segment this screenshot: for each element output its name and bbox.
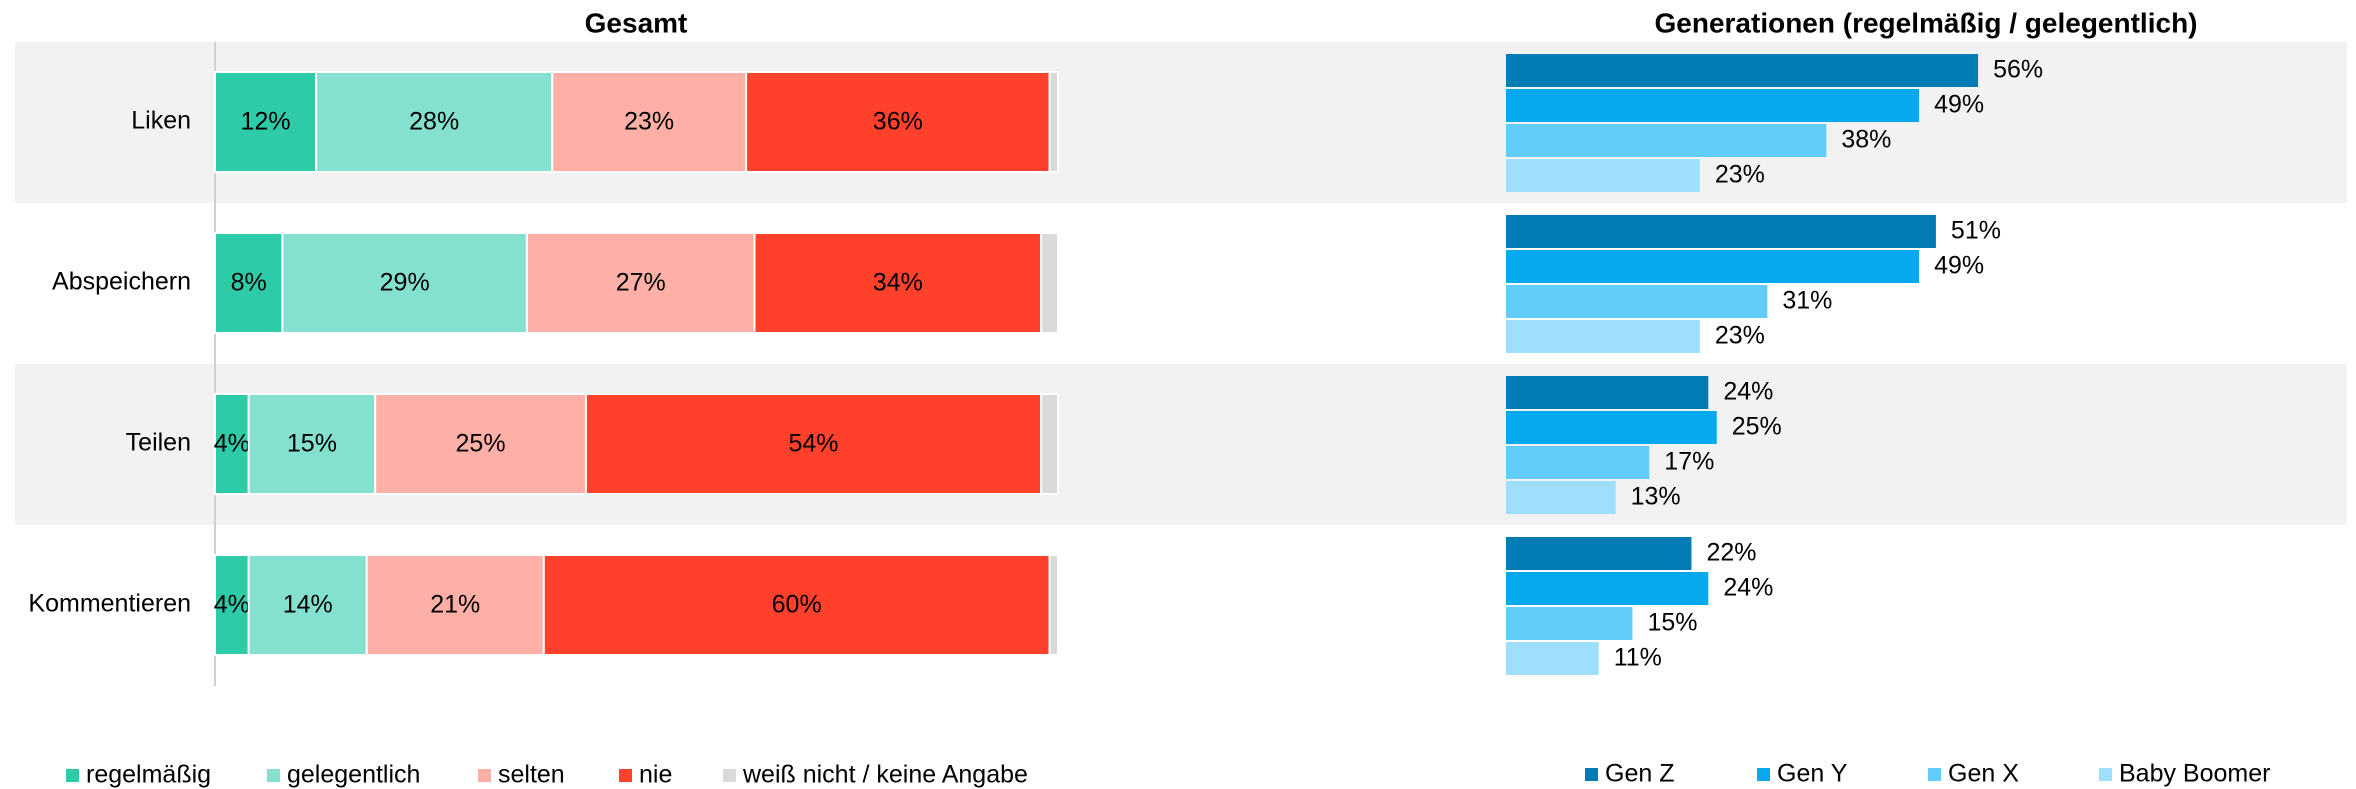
bar xyxy=(1506,250,1920,283)
bar-segment xyxy=(281,232,528,334)
bar xyxy=(1506,215,1936,248)
bar-segment xyxy=(247,554,368,656)
bar-segment xyxy=(374,393,587,495)
data-label: 36% xyxy=(873,108,923,136)
legend-swatch xyxy=(478,769,491,782)
bar xyxy=(1506,607,1633,640)
bar-segment xyxy=(214,554,250,656)
bar xyxy=(1506,320,1700,353)
legend-label: weiß nicht / keine Angabe xyxy=(742,761,1028,789)
data-label: 54% xyxy=(789,430,839,458)
category-label: Liken xyxy=(131,107,191,135)
legend-label: gelegentlich xyxy=(287,761,420,789)
data-label: 17% xyxy=(1664,448,1714,476)
data-label: 13% xyxy=(1631,483,1681,511)
bar-segment xyxy=(584,393,1043,495)
data-label: 4% xyxy=(214,591,250,619)
data-label: 23% xyxy=(1715,322,1765,350)
legend-swatch xyxy=(1757,768,1770,781)
bar xyxy=(1506,54,1979,87)
bar-segment xyxy=(1040,232,1060,334)
bar-segment xyxy=(214,71,318,173)
legend-swatch xyxy=(1928,768,1941,781)
category-label: Kommentieren xyxy=(28,590,191,618)
data-label: 14% xyxy=(283,591,333,619)
bar xyxy=(1506,537,1692,570)
data-label: 38% xyxy=(1841,126,1891,154)
legend-swatch xyxy=(2099,768,2112,781)
bar-segment xyxy=(214,232,284,334)
bar xyxy=(1506,481,1616,514)
data-label: 23% xyxy=(624,108,674,136)
legend-label: selten xyxy=(498,761,565,789)
category-label: Abspeichern xyxy=(52,268,191,296)
bar xyxy=(1506,124,1827,157)
legend-swatch xyxy=(1585,768,1598,781)
data-label: 27% xyxy=(616,269,666,297)
data-label: 23% xyxy=(1715,161,1765,189)
data-label: 24% xyxy=(1723,378,1773,406)
legend-swatch xyxy=(267,769,280,782)
legend-swatch xyxy=(723,769,736,782)
data-label: 60% xyxy=(772,591,822,619)
legend-swatch xyxy=(619,769,632,782)
bar xyxy=(1506,376,1709,409)
data-label: 49% xyxy=(1934,91,1984,119)
data-label: 22% xyxy=(1706,539,1756,567)
bar-segment xyxy=(214,393,250,495)
chart-title: Gesamt xyxy=(585,7,688,38)
legend-label: Baby Boomer xyxy=(2119,760,2270,788)
data-label: 31% xyxy=(1782,287,1832,315)
data-label: 28% xyxy=(409,108,459,136)
bar-segment xyxy=(1048,71,1059,173)
data-label: 21% xyxy=(430,591,480,619)
data-label: 49% xyxy=(1934,252,1984,280)
legend-swatch xyxy=(66,769,79,782)
data-label: 8% xyxy=(231,269,267,297)
data-label: 11% xyxy=(1614,644,1662,672)
legend-label: Gen Z xyxy=(1605,760,1674,788)
data-label: 15% xyxy=(1647,609,1697,637)
bar xyxy=(1506,446,1650,479)
data-label: 12% xyxy=(241,108,291,136)
bar-segment xyxy=(542,554,1051,656)
bar xyxy=(1506,89,1920,122)
legend-label: Gen X xyxy=(1948,760,2019,788)
bar xyxy=(1506,159,1700,192)
legend-label: nie xyxy=(639,761,672,789)
data-label: 56% xyxy=(1993,56,2043,84)
legend-label: Gen Y xyxy=(1777,760,1848,788)
data-label: 29% xyxy=(380,269,430,297)
data-label: 25% xyxy=(1732,413,1782,441)
bar-segment xyxy=(1048,554,1059,656)
data-label: 4% xyxy=(214,430,250,458)
data-label: 34% xyxy=(873,269,923,297)
legend-label: regelmäßig xyxy=(86,761,211,789)
data-label: 24% xyxy=(1723,574,1773,602)
bar-segment xyxy=(745,71,1051,173)
bar xyxy=(1506,285,1768,318)
data-label: 25% xyxy=(456,430,506,458)
category-label: Teilen xyxy=(126,429,191,457)
chart-title: Generationen (regelmäßig / gelegentlich) xyxy=(1655,7,2198,38)
bar-segment xyxy=(551,71,748,173)
bar-segment xyxy=(365,554,545,656)
bar-segment xyxy=(1040,393,1060,495)
bar xyxy=(1506,642,1599,675)
bar-segment xyxy=(315,71,554,173)
data-label: 51% xyxy=(1951,217,2001,245)
data-label: 15% xyxy=(287,430,337,458)
bar xyxy=(1506,572,1709,605)
bar xyxy=(1506,411,1717,444)
